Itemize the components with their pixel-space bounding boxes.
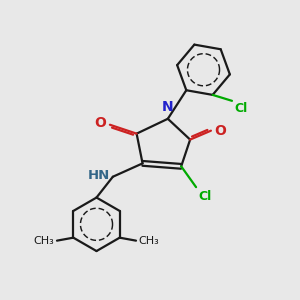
Text: CH₃: CH₃ <box>34 236 55 246</box>
Text: N: N <box>161 100 173 114</box>
Text: O: O <box>94 116 106 130</box>
Text: CH₃: CH₃ <box>138 236 159 246</box>
Text: HN: HN <box>88 169 110 182</box>
Text: O: O <box>214 124 226 138</box>
Text: Cl: Cl <box>198 190 212 202</box>
Text: Cl: Cl <box>234 102 248 115</box>
